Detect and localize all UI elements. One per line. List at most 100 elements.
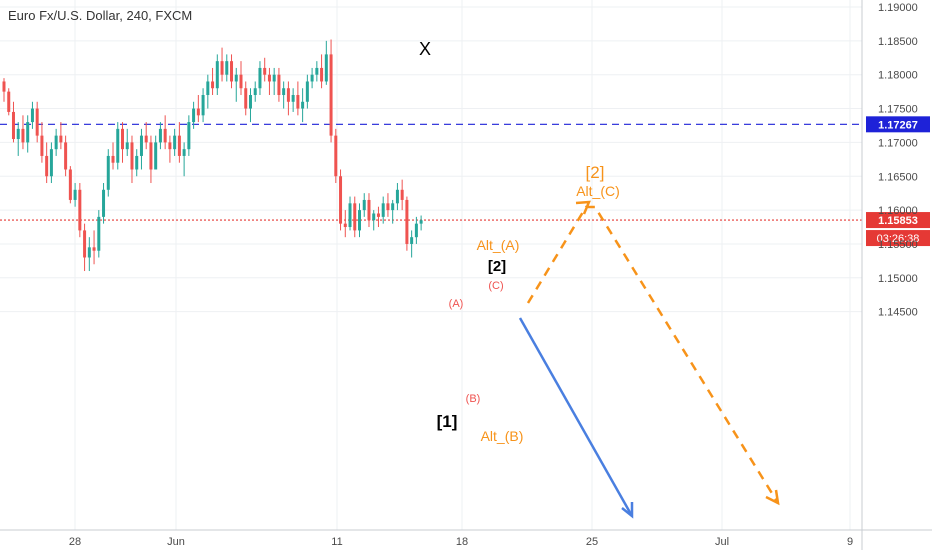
candle[interactable] [282, 81, 286, 109]
candle[interactable] [168, 135, 172, 163]
candle[interactable] [173, 128, 177, 156]
candle[interactable] [30, 101, 34, 129]
candle[interactable] [130, 135, 134, 184]
candle[interactable] [26, 115, 30, 153]
candle-body [163, 128, 167, 143]
candle[interactable] [353, 196, 357, 238]
candle-body [11, 111, 15, 140]
candle[interactable] [263, 57, 267, 82]
orange-projection-path[interactable] [526, 205, 780, 504]
candle[interactable] [182, 142, 186, 177]
candle[interactable] [35, 101, 39, 143]
candles[interactable] [2, 39, 423, 272]
candle[interactable] [324, 40, 328, 85]
candle[interactable] [343, 210, 347, 238]
candle[interactable] [73, 183, 77, 207]
candle[interactable] [291, 88, 295, 112]
candle[interactable] [149, 135, 153, 184]
candle[interactable] [154, 135, 158, 170]
candle[interactable] [395, 183, 399, 211]
candle[interactable] [102, 183, 106, 224]
candle[interactable] [381, 196, 385, 224]
candle[interactable] [97, 210, 101, 258]
candle[interactable] [7, 88, 11, 116]
candle[interactable] [376, 206, 380, 228]
candle[interactable] [386, 193, 390, 217]
candle[interactable] [301, 88, 305, 123]
candle[interactable] [78, 183, 82, 238]
candle[interactable] [315, 61, 319, 82]
candle[interactable] [87, 237, 91, 272]
wave-drawings[interactable] [518, 200, 780, 519]
candle[interactable] [348, 196, 352, 231]
wave-label: Alt_(B) [481, 428, 524, 444]
candle[interactable] [419, 215, 423, 231]
candle[interactable] [125, 128, 129, 156]
candle[interactable] [296, 81, 300, 116]
candle[interactable] [391, 199, 395, 224]
candle[interactable] [405, 196, 409, 251]
candle[interactable] [144, 122, 148, 150]
candle[interactable] [2, 78, 6, 102]
candle[interactable] [135, 149, 139, 177]
candle[interactable] [239, 61, 243, 96]
candle[interactable] [45, 142, 49, 184]
candle[interactable] [215, 54, 219, 96]
candle[interactable] [187, 115, 191, 156]
candle[interactable] [220, 47, 224, 82]
candle[interactable] [400, 179, 404, 211]
candle[interactable] [286, 81, 290, 116]
candle[interactable] [49, 142, 53, 184]
candle[interactable] [339, 169, 343, 231]
candle[interactable] [68, 166, 72, 204]
candle[interactable] [320, 54, 324, 89]
candle[interactable] [54, 128, 58, 156]
candle[interactable] [272, 67, 276, 96]
candle[interactable] [253, 81, 257, 102]
candle[interactable] [410, 230, 414, 258]
candle[interactable] [244, 81, 248, 116]
candle[interactable] [106, 149, 110, 197]
candle[interactable] [121, 122, 124, 163]
candle[interactable] [16, 122, 20, 156]
candle[interactable] [372, 210, 376, 231]
candle[interactable] [83, 223, 87, 272]
candle[interactable] [116, 122, 120, 170]
candle[interactable] [211, 67, 215, 96]
candle[interactable] [59, 122, 63, 150]
candle[interactable] [230, 54, 234, 89]
candle-body [173, 135, 177, 150]
candle[interactable] [92, 230, 96, 265]
candle[interactable] [196, 95, 200, 123]
candle[interactable] [414, 216, 418, 244]
candle[interactable] [21, 115, 25, 150]
candle[interactable] [11, 101, 15, 143]
candle[interactable] [40, 122, 44, 163]
candle[interactable] [201, 88, 205, 123]
candle[interactable] [329, 39, 333, 143]
candle[interactable] [277, 67, 281, 102]
candle[interactable] [225, 54, 229, 82]
candle[interactable] [177, 122, 181, 163]
candle[interactable] [367, 193, 371, 228]
candle[interactable] [192, 101, 196, 129]
candle[interactable] [358, 203, 361, 238]
candle[interactable] [362, 193, 366, 217]
candle[interactable] [163, 115, 167, 150]
candle[interactable] [234, 67, 238, 102]
blue-projection-arrow[interactable] [518, 317, 634, 517]
candle[interactable] [310, 67, 314, 89]
candle[interactable] [64, 135, 68, 177]
candle[interactable] [206, 74, 210, 109]
candle[interactable] [305, 74, 309, 109]
y-tick-label: 1.18500 [878, 36, 918, 48]
candle[interactable] [334, 128, 338, 184]
candle[interactable] [258, 61, 262, 96]
candle[interactable] [248, 88, 252, 123]
candle[interactable] [111, 142, 115, 170]
candle[interactable] [139, 128, 143, 170]
candle[interactable] [158, 122, 162, 150]
candle[interactable] [267, 67, 271, 96]
